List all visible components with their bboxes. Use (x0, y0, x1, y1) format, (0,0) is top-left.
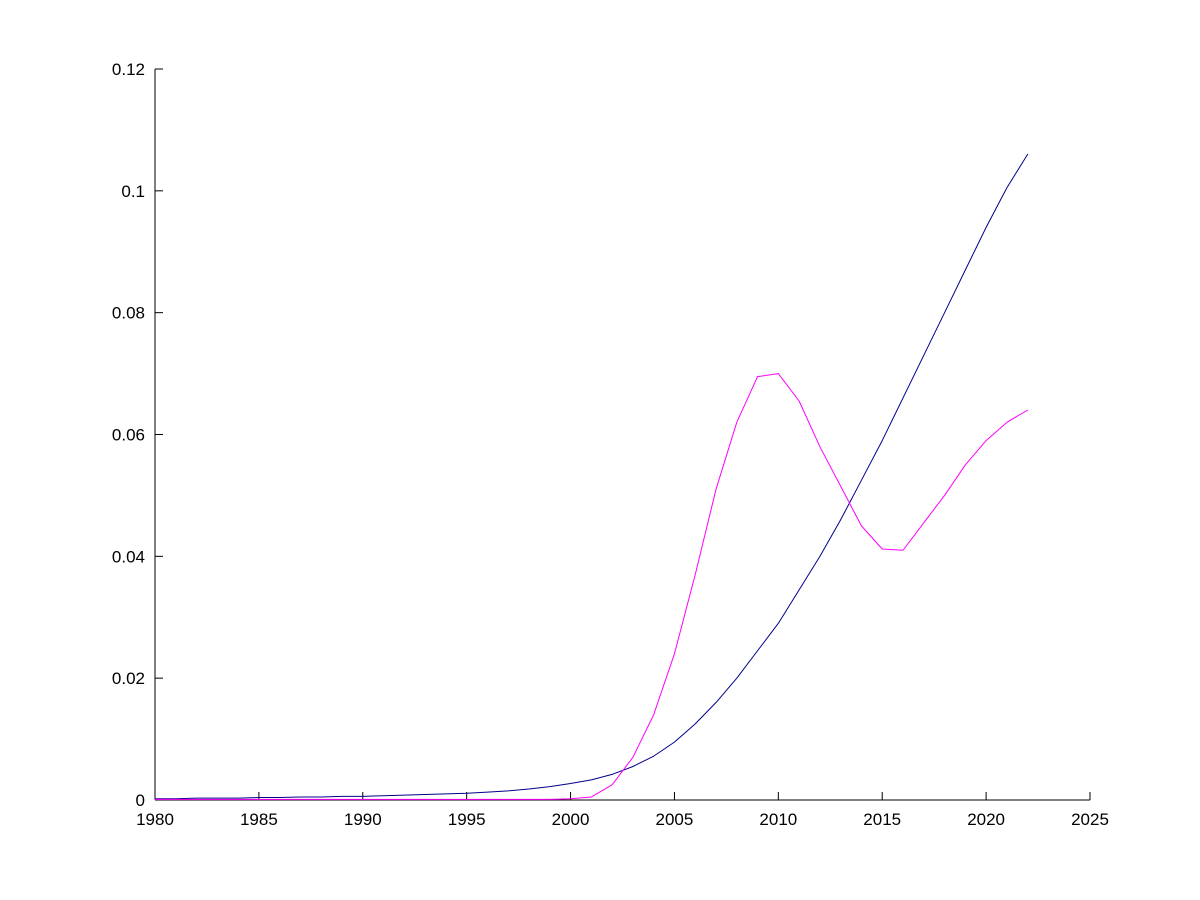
y-tick-label-0: 0 (136, 791, 145, 810)
x-tick-label-1990: 1990 (344, 810, 382, 829)
x-tick-label-2025: 2025 (1071, 810, 1109, 829)
y-tick-label-0.06: 0.06 (112, 426, 145, 445)
y-tick-label-0.02: 0.02 (112, 669, 145, 688)
x-tick-label-2010: 2010 (759, 810, 797, 829)
y-tick-label-0.1: 0.1 (121, 182, 145, 201)
magenta-series-line (154, 373, 1029, 800)
x-tick-label-1980: 1980 (136, 810, 174, 829)
x-tick-label-2005: 2005 (656, 810, 694, 829)
x-tick-label-1985: 1985 (240, 810, 278, 829)
x-tick-label-2015: 2015 (863, 810, 901, 829)
dark-blue-series-line (154, 153, 1029, 800)
y-tick-label-0.12: 0.12 (112, 60, 145, 79)
x-tick-label-2020: 2020 (967, 810, 1005, 829)
x-tick-label-1995: 1995 (448, 810, 486, 829)
y-tick-label-0.04: 0.04 (112, 547, 145, 566)
x-tick-label-2000: 2000 (552, 810, 590, 829)
y-tick-label-0.08: 0.08 (112, 304, 145, 323)
